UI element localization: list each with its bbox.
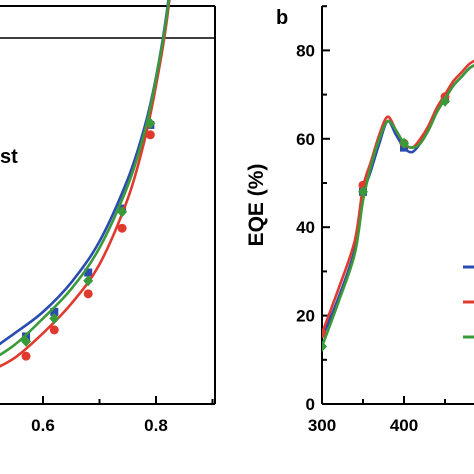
panel-b-series-marker [440,95,450,107]
panel-a-series-marker [117,206,128,218]
panel-b-y-tick-label: 0 [306,395,315,414]
panel-a-series-marker [50,307,59,316]
panel-a-series-marker [49,312,60,324]
panel-b-y-tick-label: 40 [296,218,315,237]
panel-a-series-marker [84,268,93,277]
panel-a-series-marker [49,325,59,335]
panel-b-y-tick-label: 20 [296,307,315,326]
panel-a-series-marker [145,117,156,129]
panel-b-series-line [322,64,474,339]
panel-a-series [0,0,171,368]
panel-a-ticks: 0.6 0.8 [31,396,214,435]
panel-b-series-marker [399,137,409,149]
panel-b: b EQE (%) 0204060803004005 [245,5,474,435]
panel-b-series-line [322,59,474,334]
panel-a-x-tick-label: 0.8 [144,416,168,435]
panel-b-y-tick-label: 80 [296,41,315,60]
panel-a-series-marker [21,351,31,361]
panel-b-x-tick-label: 300 [308,416,336,435]
panel-a-series-marker [83,275,94,287]
panel-a-x-tick-label: 0.6 [31,416,55,435]
panel-a: 0.6 0.8 st [0,0,216,435]
panel-b-x-tick-label: 400 [390,416,418,435]
panel-a-series-line [0,0,171,357]
panel-b-legend [463,265,474,339]
panel-b-series [322,59,474,353]
panel-b-series-line [322,64,474,347]
panel-b-ticks: 0204060803004005 [296,5,446,435]
panel-a-series-marker [117,223,127,233]
panel-b-label: b [276,7,288,29]
panel-b-axes [321,6,474,405]
panel-a-series-marker [21,335,32,347]
panel-a-legend-fragment: st [0,146,18,168]
panel-a-axes [0,5,216,405]
panel-b-series-marker [358,186,368,198]
panel-a-series-marker [83,289,93,299]
panel-b-y-axis-label: EQE (%) [245,164,268,247]
panel-a-series-marker [145,130,155,140]
panel-b-y-tick-label: 60 [296,130,315,149]
panel-b-series-marker [322,341,327,353]
